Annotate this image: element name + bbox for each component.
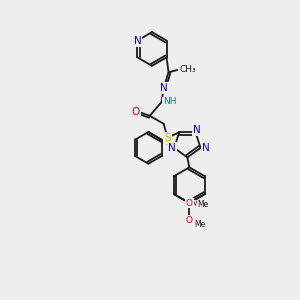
Text: Me: Me <box>194 220 206 229</box>
Text: N: N <box>168 143 176 153</box>
Text: O: O <box>186 199 193 208</box>
Text: NH: NH <box>163 98 176 106</box>
Text: CH₃: CH₃ <box>179 65 196 74</box>
Text: N: N <box>202 143 209 153</box>
Text: N: N <box>193 125 200 135</box>
Text: O: O <box>186 199 193 208</box>
Text: Me: Me <box>191 200 202 209</box>
Text: O: O <box>132 107 140 117</box>
Text: N: N <box>134 35 141 46</box>
Text: S: S <box>164 133 171 142</box>
Text: N: N <box>160 83 167 93</box>
Text: O: O <box>186 216 193 225</box>
Text: Me: Me <box>198 200 209 209</box>
